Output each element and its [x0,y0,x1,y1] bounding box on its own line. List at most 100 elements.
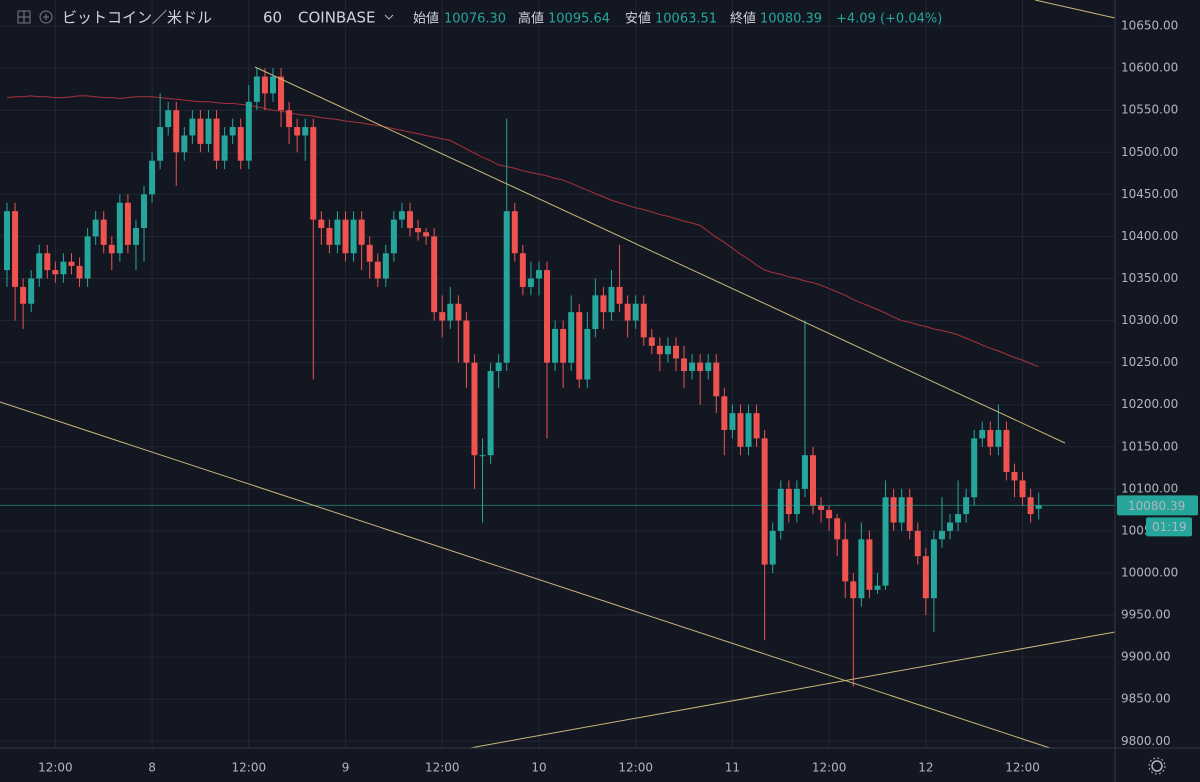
moving-average [6,95,1039,368]
candle-body [439,312,446,321]
candle-body [544,270,551,363]
x-tick-label: 9 [342,761,350,775]
candle-body [407,211,413,229]
candle-body [584,328,591,380]
candle-body [398,211,405,220]
candle-body [568,312,575,363]
candle-body [108,244,115,254]
candle-body [350,219,357,254]
y-tick-label: 9850.00 [1121,692,1171,706]
change: +4.09 (+0.04%) [836,12,942,27]
candle-body [390,219,397,254]
y-tick-label: 10100.00 [1121,481,1178,495]
x-tick-label: 12:00 [232,761,267,775]
candle-body [930,539,937,599]
candle-body [124,202,131,245]
candle-body [890,497,897,523]
candle-body [511,211,518,254]
trend-lines [0,0,1116,749]
candle-body [221,135,228,161]
candle-body [503,211,510,363]
candle-body [519,253,526,287]
candle-body [132,228,139,245]
y-tick-label: 10150.00 [1121,439,1178,453]
candle-body [745,413,752,447]
candle-body [471,362,478,456]
y-tick-label: 10350.00 [1121,271,1178,285]
candle-body [664,345,671,355]
candle-body [858,539,865,599]
candle-body [955,514,962,523]
last-price-label: 10080.39 [1128,499,1185,513]
x-tick-label: 12:00 [1005,761,1040,775]
candle-body [28,278,35,304]
candle-body [149,160,156,195]
candle-body [922,556,929,599]
candle-body [721,396,728,430]
trend-line [469,631,1116,749]
candle-body [415,228,422,233]
candle-body [4,211,10,271]
candle-body [495,362,502,372]
x-tick-label: 10 [531,761,546,775]
grid [0,0,1115,748]
settings-icon[interactable] [1148,757,1166,775]
candle-body [36,253,43,279]
caret[interactable] [384,14,394,20]
candle-body [640,303,647,338]
y-tick-label: 9950.00 [1121,608,1171,622]
interval[interactable]: 60 [263,9,282,27]
y-tick-label: 10600.00 [1121,61,1178,75]
countdown-label: 01:19 [1152,520,1187,534]
countdown-badge [1146,517,1192,537]
candle-body [229,127,236,136]
candle-body [318,219,325,229]
candle-body [1019,480,1026,498]
candle-body [689,362,696,372]
x-tick-label: 12:00 [425,761,460,775]
candle-body [914,530,921,557]
candle-body [310,127,317,220]
candle-body [592,295,599,329]
icon[interactable] [39,10,53,24]
trend-line [0,401,1051,749]
candle-body [600,295,607,313]
y-tick-label: 10300.00 [1121,313,1178,327]
candle-body [237,127,244,161]
x-tick-label: 12 [918,761,933,775]
y-tick-label: 10500.00 [1121,145,1178,159]
candle-body [487,371,494,456]
candle-body [1003,429,1010,473]
exchange[interactable]: COINBASE [298,9,375,27]
candle-body [374,261,381,279]
candle-body [866,539,873,590]
x-tick-label: 8 [148,761,156,775]
candle-body [785,488,792,515]
candle-body [294,127,301,136]
y-tick-label: 10550.00 [1121,103,1178,117]
candle-body [608,286,615,313]
candle-body [624,303,631,321]
x-tick-label: 12:00 [812,761,847,775]
candle-body [302,127,309,136]
candle-body [818,505,825,510]
gear[interactable] [1151,760,1163,772]
symbol[interactable]: ビットコイン／米ドル [62,9,212,27]
trend-line [1034,0,1116,19]
candle-body [181,135,188,153]
candle-body [269,76,276,94]
last-price-badge [1117,495,1198,516]
y-tick-label: 10400.00 [1121,229,1178,243]
ohlc-value: 10095.64 [548,12,610,27]
time-axis-panel [0,748,1200,782]
candle-body [842,539,849,582]
x-tick-label: 12:00 [38,761,73,775]
y-tick-label: 10450.00 [1121,187,1178,201]
price-axis-panel [1115,0,1200,782]
candle-body [713,362,720,397]
candle-body [535,270,542,279]
candle-body [463,320,470,363]
candle-body [60,261,67,275]
candle-body [12,211,19,287]
candle-body [326,228,333,245]
